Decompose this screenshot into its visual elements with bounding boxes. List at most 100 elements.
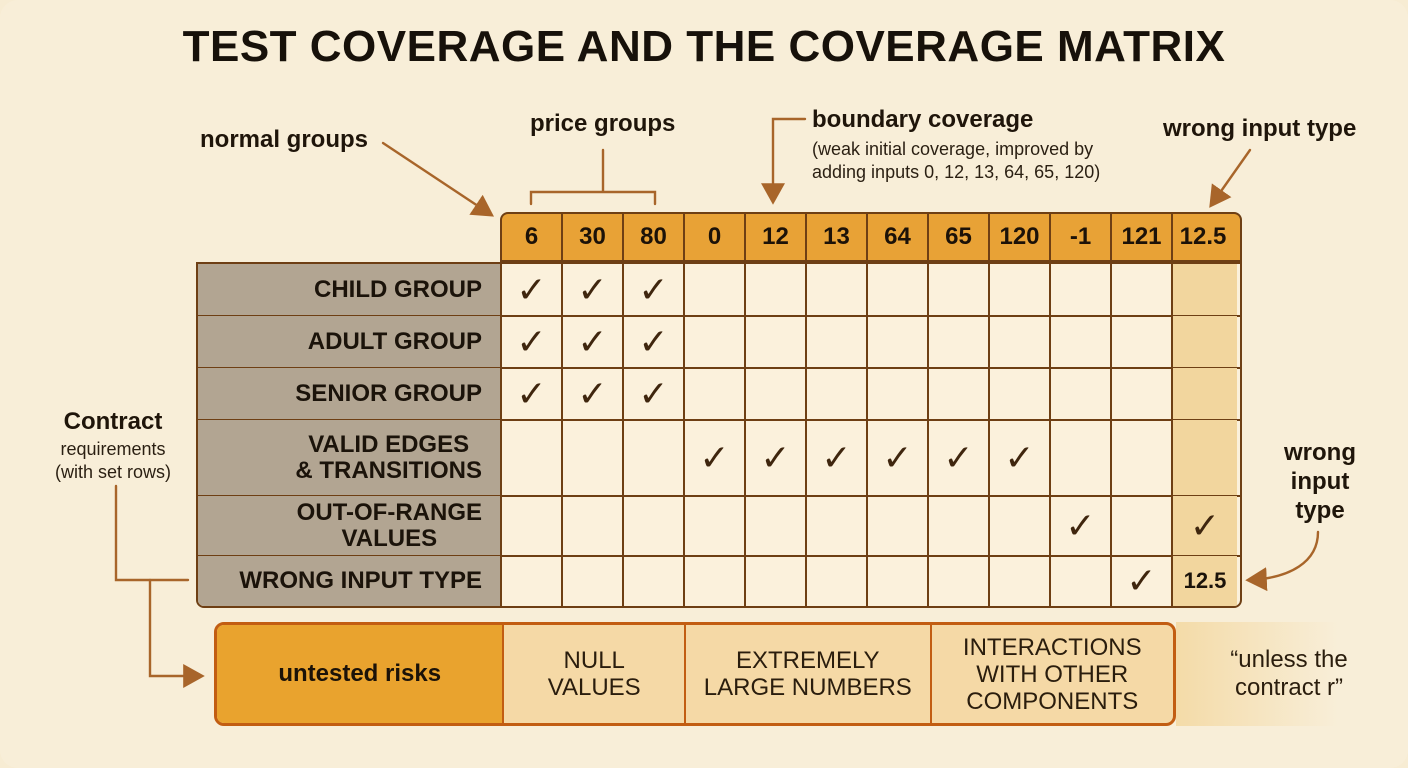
row-label-line: ADULT GROUP xyxy=(307,328,482,355)
matrix-cell xyxy=(1112,496,1173,556)
matrix-cell xyxy=(929,368,990,420)
check-icon: ✓ xyxy=(577,373,608,414)
normal-groups-label: normal groups xyxy=(200,126,369,153)
price-groups-label: price groups xyxy=(530,110,676,137)
check-icon: ✓ xyxy=(577,269,608,310)
matrix-cell: ✓ xyxy=(502,368,563,420)
risk-item: INTERACTIONS WITH OTHER COMPONENTS xyxy=(932,625,1173,723)
risk-item-line: INTERACTIONS xyxy=(962,633,1142,661)
wrong-input-type-side-label: wrong input type xyxy=(1284,438,1356,525)
matrix-cell xyxy=(1112,368,1173,420)
matrix-cell xyxy=(1112,420,1173,496)
check-icon: ✓ xyxy=(943,437,974,478)
matrix-cell xyxy=(685,496,746,556)
matrix-cell xyxy=(807,368,868,420)
row-divider xyxy=(198,419,1240,421)
wrong-input-side-line-3: type xyxy=(1295,497,1345,524)
row-label-line: VALUES xyxy=(341,525,438,552)
matrix-cell: ✓ xyxy=(929,420,990,496)
matrix-cell: ✓ xyxy=(1173,496,1237,556)
matrix-cell xyxy=(746,496,807,556)
unless-quote: “unless the contract r” xyxy=(1204,646,1374,702)
column-header-12: 12 xyxy=(746,214,807,260)
row-label: ADULT GROUP xyxy=(198,316,502,368)
row-label-line: VALID EDGES xyxy=(308,431,470,458)
risk-item-line: COMPONENTS xyxy=(966,687,1139,715)
row-divider xyxy=(198,495,1240,497)
check-icon: ✓ xyxy=(516,269,547,310)
matrix-column-header: 6 30 80 0 12 13 64 65 120 -1 121 12.5 xyxy=(500,212,1242,262)
matrix-cell xyxy=(1051,556,1112,606)
matrix-row: ADULT GROUP ✓ ✓ ✓ xyxy=(198,316,1237,368)
matrix-cell: ✓ xyxy=(746,420,807,496)
unless-quote-line-2: contract r” xyxy=(1234,674,1344,701)
wrong-input-top-arrow xyxy=(1209,148,1252,208)
column-header-80: 80 xyxy=(624,214,685,260)
check-icon: ✓ xyxy=(638,373,669,414)
matrix-cell xyxy=(685,264,746,316)
wrong-input-side-line-1: wrong xyxy=(1284,439,1356,466)
matrix-cell xyxy=(1173,316,1237,368)
column-header-64: 64 xyxy=(868,214,929,260)
matrix-cell: ✓ xyxy=(624,368,685,420)
row-label-line: SENIOR GROUP xyxy=(295,380,482,407)
matrix-cell xyxy=(868,556,929,606)
matrix-cell xyxy=(929,556,990,606)
untested-risks-bar: untested risks NULL VALUES EXTREMELY LARGE … xyxy=(214,622,1176,726)
risk-item-line: LARGE NUMBERS xyxy=(703,674,912,701)
column-header--1: -1 xyxy=(1051,214,1112,260)
check-icon: ✓ xyxy=(1189,505,1221,546)
row-label: OUT-OF-RANGE VALUES xyxy=(198,496,502,556)
matrix-cell xyxy=(868,496,929,556)
matrix-cell xyxy=(563,556,624,606)
row-label-line: CHILD GROUP xyxy=(314,276,482,303)
contract-sub-line-2: (with set rows) xyxy=(54,462,171,482)
matrix-cell xyxy=(563,496,624,556)
matrix-cell xyxy=(807,556,868,606)
matrix-cell xyxy=(1051,420,1112,496)
check-icon: ✓ xyxy=(699,437,730,478)
matrix-row: WRONG INPUT TYPE ✓ 12.5 xyxy=(198,556,1237,606)
wrong-input-side-line-2: input xyxy=(1290,468,1350,495)
matrix-cell xyxy=(624,420,685,496)
check-icon: ✓ xyxy=(821,437,852,478)
contract-bracket xyxy=(114,484,190,582)
matrix-cell xyxy=(929,264,990,316)
matrix-cell: ✓ xyxy=(990,420,1051,496)
column-header-30: 30 xyxy=(563,214,624,260)
matrix-cell xyxy=(624,496,685,556)
normal-groups-arrow xyxy=(381,141,494,217)
row-divider xyxy=(198,315,1240,317)
matrix-row: VALID EDGES & TRANSITIONS ✓ ✓ ✓ ✓ ✓ ✓ xyxy=(198,420,1237,496)
matrix-cell: ✓ xyxy=(624,264,685,316)
check-icon: ✓ xyxy=(638,321,669,362)
column-header-13: 13 xyxy=(807,214,868,260)
risk-item: NULL VALUES xyxy=(504,625,687,723)
matrix-cell: ✓ xyxy=(563,316,624,368)
matrix-cell xyxy=(1051,368,1112,420)
boundary-note-line-1: (weak initial coverage, improved by xyxy=(812,139,1094,159)
matrix-row: CHILD GROUP ✓ ✓ ✓ xyxy=(198,264,1237,316)
matrix-cell xyxy=(624,556,685,606)
risk-item: EXTREMELY LARGE NUMBERS xyxy=(686,625,932,723)
matrix-cell xyxy=(746,556,807,606)
row-label-line: WRONG INPUT TYPE xyxy=(239,567,482,594)
matrix-cell xyxy=(929,316,990,368)
column-header-120: 120 xyxy=(990,214,1051,260)
row-label: WRONG INPUT TYPE xyxy=(198,556,502,606)
check-icon: ✓ xyxy=(638,269,669,310)
column-header-0: 0 xyxy=(685,214,746,260)
matrix-cell: ✓ xyxy=(1051,496,1112,556)
row-label-line: OUT-OF-RANGE xyxy=(296,499,482,526)
matrix-cell: ✓ xyxy=(807,420,868,496)
matrix-cell xyxy=(868,368,929,420)
matrix-cell: ✓ xyxy=(563,368,624,420)
column-header-121: 121 xyxy=(1112,214,1173,260)
matrix-cell xyxy=(1051,316,1112,368)
matrix-cell xyxy=(868,316,929,368)
matrix-cell xyxy=(1173,420,1237,496)
contract-sub-line-1: requirements xyxy=(60,439,166,459)
row-label: VALID EDGES & TRANSITIONS xyxy=(198,420,502,496)
matrix-cell: ✓ xyxy=(685,420,746,496)
